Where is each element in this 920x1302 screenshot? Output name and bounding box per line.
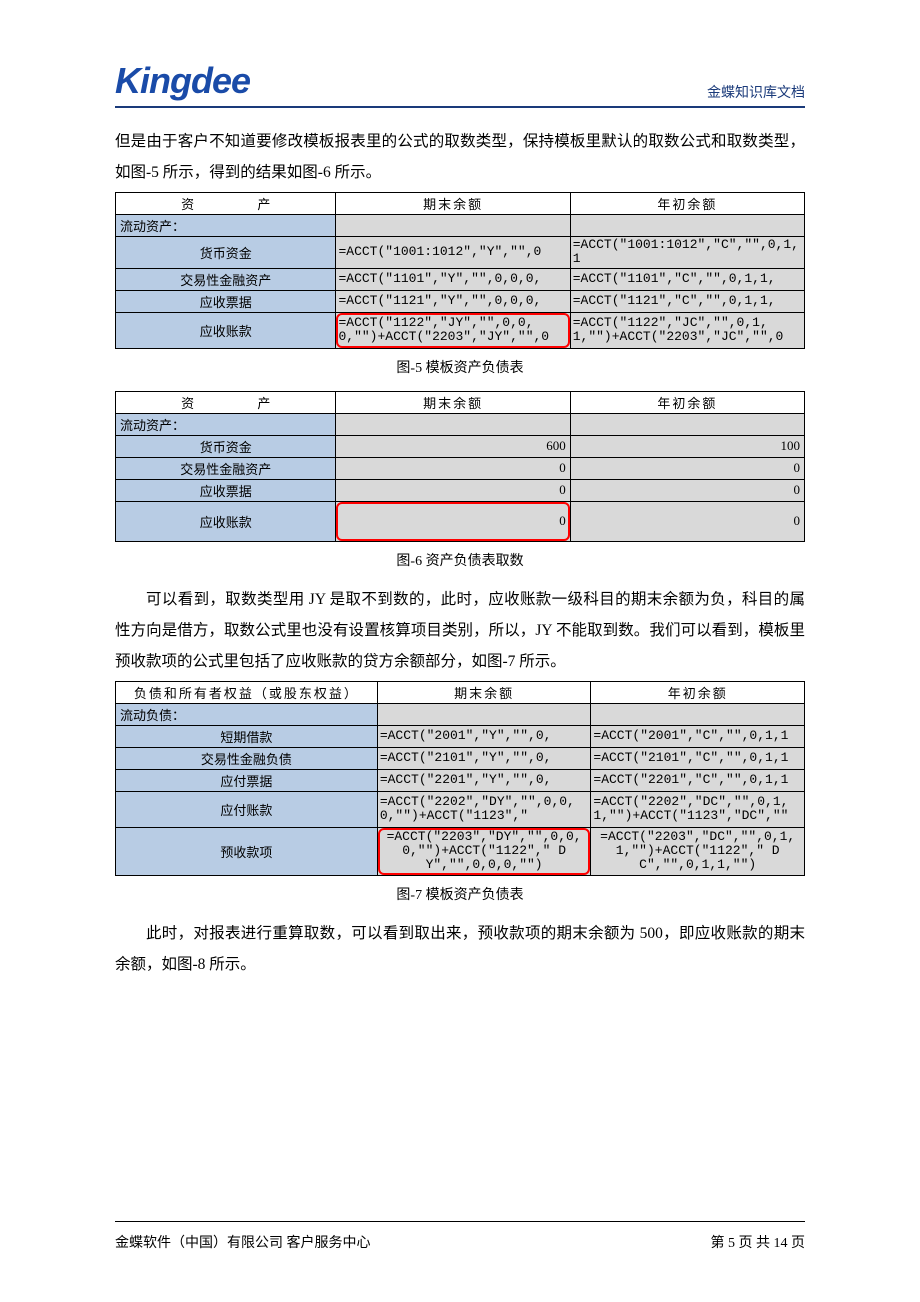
t6-r1-c1: 0 [336,457,570,479]
t7-r2-c2: =ACCT("2201","C","",0,1,1 [591,769,805,791]
t7-h1: 负债和所有者权益（或股东权益） [116,681,378,703]
page-footer: 金蝶软件（中国）有限公司 客户服务中心 第 5 页 共 14 页 [115,1221,805,1252]
t5-r1-c2: =ACCT("1101","C","",0,1,1, [570,268,804,290]
t7-r1-label: 交易性金融负债 [116,747,378,769]
t7-r1-c1: =ACCT("2101","Y","",0, [377,747,591,769]
t6-r3-c2: 0 [570,501,804,541]
t6-r0-label: 货币资金 [116,435,336,457]
t6-section: 流动资产： [116,413,336,435]
page-total: 14 [774,1236,788,1251]
footer-company: 金蝶软件（中国）有限公司 客户服务中心 [115,1232,371,1252]
t5-h2: 期末余额 [336,193,570,215]
t5-r1-c1: =ACCT("1101","Y","",0,0,0, [336,268,570,290]
t7-r1-c2: =ACCT("2101","C","",0,1,1 [591,747,805,769]
caption-7: 图-7 模板资产负债表 [115,884,805,904]
t7-r2-c1: =ACCT("2201","Y","",0, [377,769,591,791]
t6-r1-c2: 0 [570,457,804,479]
t5-r3-c2: =ACCT("1122","JC","",0,1,1,"")+ACCT("220… [570,312,804,348]
t5-r3-label: 应收账款 [116,312,336,348]
t5-r2-label: 应收票据 [116,290,336,312]
t5-h1: 资 产 [116,193,336,215]
t7-r0-label: 短期借款 [116,725,378,747]
t5-r2-c2: =ACCT("1121","C","",0,1,1, [570,290,804,312]
t5-r1-label: 交易性金融资产 [116,268,336,290]
t5-r3-c1: =ACCT("1122","JY","",0,0,0,"")+ACCT("220… [336,312,570,348]
t6-r2-c2: 0 [570,479,804,501]
table-figure-7: 负债和所有者权益（或股东权益） 期末余额 年初余额 流动负债： 短期借款=ACC… [115,681,805,876]
t7-r0-c2: =ACCT("2001","C","",0,1,1 [591,725,805,747]
t7-r4-c1: =ACCT("2203","DY","",0,0,0,"")+ACCT("112… [377,827,591,875]
t5-r0-c1: =ACCT("1001:1012","Y","",0 [336,237,570,269]
t7-r3-c1: =ACCT("2202","DY","",0,0,0,"")+ACCT("112… [377,791,591,827]
t6-r3-c1: 0 [336,501,570,541]
paragraph-2: 可以看到，取数类型用 JY 是取不到数的，此时，应收账款一级科目的期末余额为负，… [115,584,805,677]
t6-r2-label: 应收票据 [116,479,336,501]
t7-r0-c1: =ACCT("2001","Y","",0, [377,725,591,747]
t5-r0-c2: =ACCT("1001:1012","C","",0,1,1 [570,237,804,269]
t7-h3: 年初余额 [591,681,805,703]
t5-h3: 年初余额 [570,193,804,215]
t7-h2: 期末余额 [377,681,591,703]
t7-r2-label: 应付票据 [116,769,378,791]
page-current: 5 [728,1236,735,1251]
page-header: Kingdee 金蝶知识库文档 [115,60,805,108]
table-figure-6: 资 产 期末余额 年初余额 流动资产： 货币资金600100 交易性金融资产00… [115,391,805,542]
logo-kingdee: Kingdee [115,60,250,102]
paragraph-1: 但是由于客户不知道要修改模板报表里的公式的取数类型，保持模板里默认的取数公式和取… [115,126,805,188]
caption-6: 图-6 资产负债表取数 [115,550,805,570]
t6-h1: 资 产 [116,391,336,413]
t5-section: 流动资产： [116,215,336,237]
t7-r3-label: 应付账款 [116,791,378,827]
t7-section: 流动负债： [116,703,378,725]
footer-pagination: 第 5 页 共 14 页 [711,1232,806,1252]
t6-r3-label: 应收账款 [116,501,336,541]
t7-r4-c2: =ACCT("2203","DC","",0,1,1,"")+ACCT("112… [591,827,805,875]
paragraph-3: 此时，对报表进行重算取数，可以看到取出来，预收款项的期末余额为 500，即应收账… [115,918,805,980]
t5-r0-label: 货币资金 [116,237,336,269]
t7-r3-c2: =ACCT("2202","DC","",0,1,1,"")+ACCT("112… [591,791,805,827]
t7-r4-label: 预收款项 [116,827,378,875]
t6-h3: 年初余额 [570,391,804,413]
t5-r2-c1: =ACCT("1121","Y","",0,0,0, [336,290,570,312]
doc-title: 金蝶知识库文档 [707,82,805,102]
caption-5: 图-5 模板资产负债表 [115,357,805,377]
t6-r1-label: 交易性金融资产 [116,457,336,479]
t6-r0-c2: 100 [570,435,804,457]
t6-r0-c1: 600 [336,435,570,457]
t6-r2-c1: 0 [336,479,570,501]
table-figure-5: 资 产 期末余额 年初余额 流动资产： 货币资金=ACCT("1001:1012… [115,192,805,349]
t6-h2: 期末余额 [336,391,570,413]
